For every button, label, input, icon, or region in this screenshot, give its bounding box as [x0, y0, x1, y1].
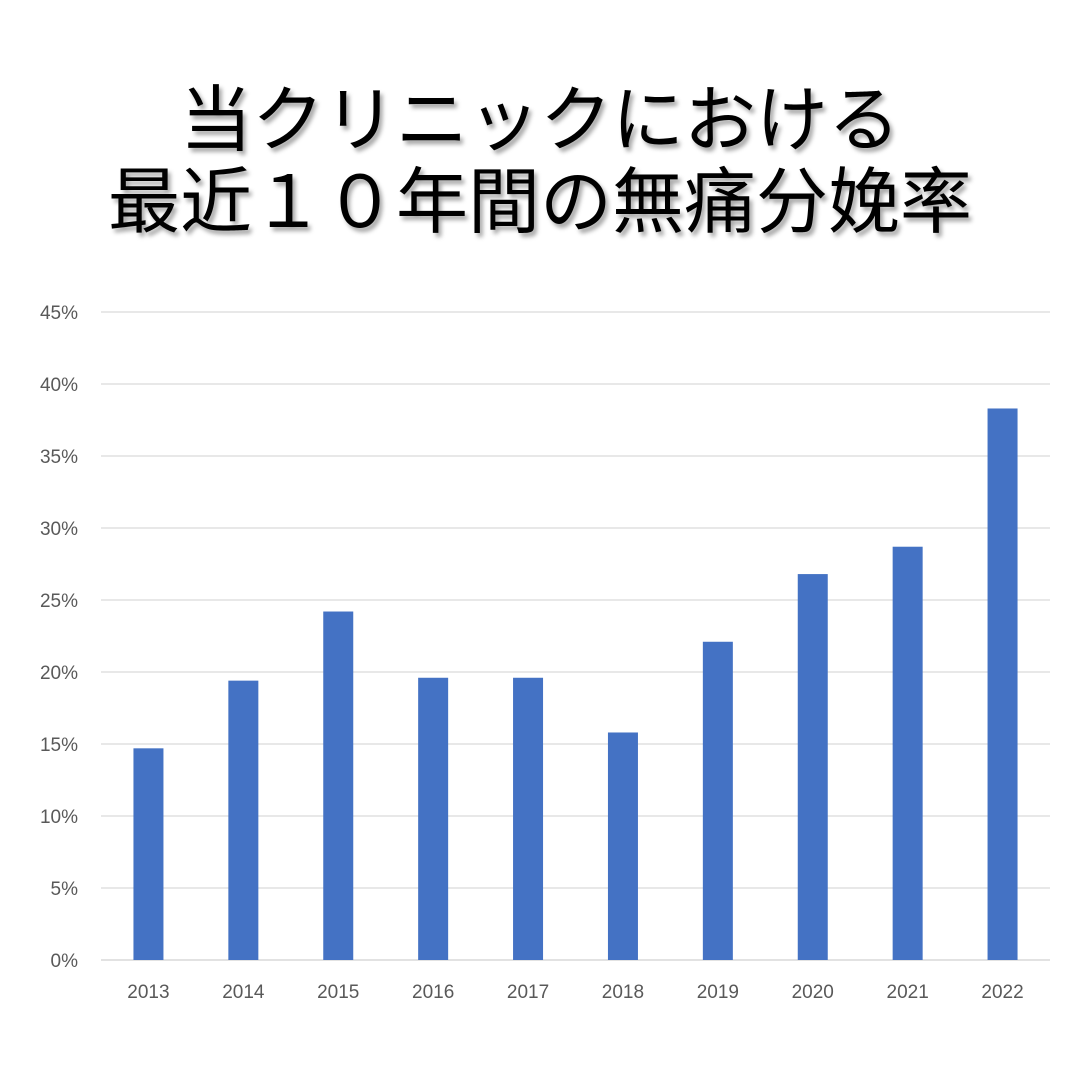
- bar-2017: [513, 677, 544, 960]
- bar-2021: [892, 546, 923, 960]
- y-tick-label: 15%: [40, 735, 78, 756]
- x-tick-label: 2021: [887, 982, 929, 1003]
- bars: [133, 408, 1018, 961]
- y-tick-label: 20%: [40, 663, 78, 684]
- chart-title-line-1: 当クリニックにおける: [179, 78, 900, 162]
- y-axis-tick-labels: 0% 5% 10% 15% 20% 25% 30% 35% 40% 45%: [40, 303, 78, 972]
- bar-2022: [987, 408, 1018, 961]
- gridlines: [101, 311, 1050, 961]
- bar-2018: [607, 732, 638, 960]
- x-tick-label: 2019: [697, 982, 739, 1003]
- y-tick-label: 35%: [40, 447, 78, 468]
- y-tick-label: 40%: [40, 375, 78, 396]
- bar-2020: [797, 574, 828, 960]
- x-tick-label: 2014: [222, 982, 265, 1003]
- x-tick-label: 2015: [317, 982, 359, 1003]
- y-tick-label: 0%: [51, 951, 79, 972]
- x-tick-label: 2017: [507, 982, 549, 1003]
- y-tick-label: 10%: [40, 807, 78, 828]
- x-tick-label: 2020: [792, 982, 834, 1003]
- x-tick-label: 2018: [602, 982, 644, 1003]
- chart-title-line-2: 最近１０年間の無痛分娩率: [107, 160, 972, 244]
- x-axis-tick-labels: 2013 2014 2015 2016 2017 2018 2019 2020 2021 2022: [127, 982, 1023, 1003]
- x-tick-label: 2013: [127, 982, 169, 1003]
- y-tick-label: 30%: [40, 519, 78, 540]
- y-tick-label: 25%: [40, 591, 78, 612]
- bar-2019: [702, 641, 733, 960]
- y-tick-label: 5%: [51, 879, 79, 900]
- bar-2014: [228, 680, 259, 960]
- bar-2015: [323, 611, 354, 960]
- bar-2013: [133, 748, 164, 960]
- x-tick-label: 2022: [981, 982, 1023, 1003]
- bar-2016: [418, 677, 449, 960]
- x-tick-label: 2016: [412, 982, 454, 1003]
- y-tick-label: 45%: [40, 303, 78, 324]
